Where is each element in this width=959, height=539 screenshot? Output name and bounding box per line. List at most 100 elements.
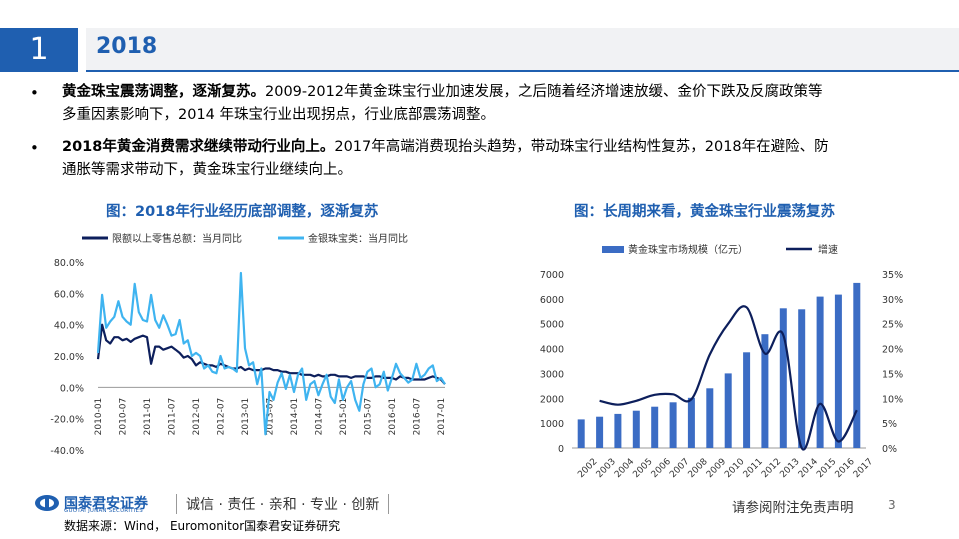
- bar: [687, 397, 695, 448]
- x-tick-label: 2011: [742, 457, 765, 480]
- x-tick-label: 2017-01: [437, 398, 447, 436]
- x-tick-label: 2014-01: [290, 398, 300, 436]
- y-tick-label: 3000: [540, 369, 564, 380]
- series-line: [96, 271, 446, 436]
- footer-slogan: 诚信 · 责任 · 亲和 · 专业 · 创新: [186, 497, 380, 513]
- logo-text: 国泰君安证券: [64, 496, 148, 512]
- y-tick-label: 5000: [540, 320, 564, 331]
- bar: [706, 388, 714, 448]
- y-tick-label: 40.0%: [54, 321, 84, 332]
- x-tick-label: 2008: [686, 457, 709, 480]
- x-tick-label: 2014-07: [314, 398, 324, 436]
- x-tick-label: 2016-01: [388, 398, 398, 436]
- bar: [743, 352, 751, 448]
- bar: [724, 373, 732, 448]
- y2-tick-label: 30%: [882, 295, 903, 306]
- y2-tick-label: 15%: [882, 369, 903, 380]
- x-tick-label: 2017: [852, 457, 875, 480]
- left-chart-title: 图：2018年行业经历底部调整，逐渐复苏: [106, 204, 379, 220]
- y-tick-label: -20.0%: [50, 415, 84, 426]
- section-title: 2018: [96, 34, 158, 59]
- bar: [853, 282, 861, 448]
- bar: [798, 309, 806, 448]
- y-tick-label: 80.0%: [54, 258, 84, 269]
- x-tick-label: 2010-01: [94, 398, 104, 436]
- y-tick-label: 7000: [540, 270, 564, 281]
- x-tick-label: 2010-07: [118, 398, 128, 436]
- y2-tick-label: 20%: [882, 345, 903, 356]
- bar: [577, 419, 585, 448]
- disclaimer-link[interactable]: 请参阅附注免责声明: [732, 500, 854, 516]
- x-tick-label: 2012: [760, 457, 783, 480]
- left-line-chart: 限额以上零售总额：当月同比 金银珠宝类：当月同比 80.0% 60.0% 40.0% 20…: [50, 232, 447, 457]
- x-tick-label: 2010: [723, 457, 746, 480]
- x-tick-label: 2016-07: [412, 398, 422, 436]
- y2-tick-label: 0%: [882, 444, 897, 455]
- x-tick-label: 2004: [613, 457, 636, 480]
- legend-label: 增速: [818, 243, 838, 256]
- x-tick-label: 2015-07: [363, 398, 373, 436]
- bar: [761, 334, 769, 448]
- legend-label: 黄金珠宝市场规模（亿元）: [628, 243, 748, 256]
- legend-label: 限额以上零售总额：当月同比: [112, 232, 242, 245]
- y2-tick-label: 25%: [882, 320, 903, 331]
- x-tick-label: 2014: [797, 457, 820, 480]
- bar: [614, 413, 622, 448]
- right-chart-title: 图：长周期来看，黄金珠宝行业震荡复苏: [574, 204, 835, 220]
- right-bar-line-chart: 黄金珠宝市场规模（亿元） 增速 7000 6000 5000 4000 3000 2000 10…: [540, 243, 903, 480]
- y-tick-label: 0: [558, 444, 564, 455]
- y-tick-label: 2000: [540, 394, 564, 405]
- x-tick-label: 2006: [650, 457, 673, 480]
- logo-mark-icon: [35, 495, 59, 511]
- bullet-2-line-2: 通胀等需求带动下，黄金珠宝行业继续向上。: [62, 162, 352, 178]
- x-tick-label: 2011-07: [167, 398, 177, 436]
- data-source: 数据来源：Wind， Euromonitor国泰君安证券研究: [64, 519, 341, 533]
- x-tick-label: 2012-07: [216, 398, 226, 436]
- y-tick-label: 20.0%: [54, 352, 84, 363]
- x-tick-label: 2015-01: [339, 398, 349, 436]
- bullet-marker: •: [30, 139, 39, 157]
- legend-swatch: [602, 246, 624, 253]
- bar: [651, 406, 659, 448]
- x-tick-label: 2005: [631, 457, 654, 480]
- y2-tick-label: 10%: [882, 394, 903, 405]
- y-tick-label: 1000: [540, 419, 564, 430]
- x-tick-label: 2009: [705, 457, 728, 480]
- x-tick-label: 2007: [668, 457, 691, 480]
- x-tick-label: 2002: [576, 457, 599, 480]
- y-tick-label: 0.0%: [60, 383, 84, 394]
- bullet-1-line-2: 多重因素影响下，2014 年珠宝行业出现拐点，行业底部震荡调整。: [62, 107, 496, 123]
- bullet-2-bold: 2018年黄金消费需求继续带动行业向上。: [62, 139, 335, 155]
- bullet-marker: •: [30, 84, 39, 102]
- legend-label: 金银珠宝类：当月同比: [308, 232, 408, 245]
- y2-tick-label: 5%: [882, 419, 897, 430]
- x-tick-label: 2015: [815, 457, 838, 480]
- x-tick-label: 2013-07: [265, 398, 275, 436]
- x-tick-label: 2011-01: [143, 398, 153, 436]
- x-tick-label: 2003: [595, 457, 618, 480]
- footer-divider: [388, 494, 389, 514]
- y2-tick-label: 35%: [882, 270, 903, 281]
- bar: [834, 294, 842, 448]
- bullet-paragraph-2: 2018年黄金消费需求继续带动行业向上。2017年高端消费现抬头趋势，带动珠宝行…: [62, 136, 922, 182]
- bullet-1-bold: 黄金珠宝震荡调整，逐渐复苏。: [62, 84, 265, 100]
- bar: [596, 416, 604, 448]
- bullet-2-line-1: 2017年高端消费现抬头趋势，带动珠宝行业结构性复苏，2018年在避险、防: [334, 139, 829, 155]
- x-tick-label: 2016: [833, 457, 856, 480]
- x-tick-label: 2013-01: [241, 398, 251, 436]
- bar: [632, 410, 640, 448]
- y-tick-label: 4000: [540, 345, 564, 356]
- y-tick-label: 6000: [540, 295, 564, 306]
- bar: [816, 296, 824, 448]
- footer-divider: [176, 494, 177, 514]
- series-line: [96, 323, 446, 385]
- growth-line: [599, 305, 858, 451]
- section-number: 1: [0, 28, 78, 72]
- y-tick-label: 60.0%: [54, 289, 84, 300]
- logo-english-text: GUOTAI JUNAN SECURITIES: [64, 508, 143, 514]
- x-tick-label: 2013: [778, 457, 801, 480]
- bar: [669, 402, 677, 448]
- bullet-1-line-1: 2009-2012年黄金珠宝行业加速发展，之后随着经济增速放缓、金价下跌及反腐政…: [265, 84, 823, 100]
- page-number: 3: [888, 498, 896, 512]
- y-tick-label: -40.0%: [50, 446, 84, 457]
